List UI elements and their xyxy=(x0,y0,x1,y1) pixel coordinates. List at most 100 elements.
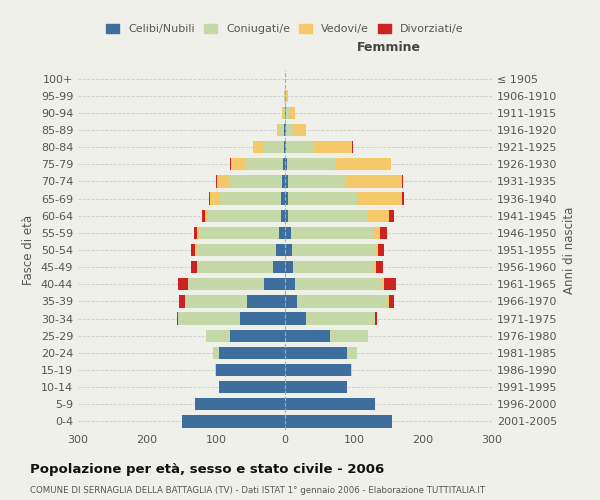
Bar xyxy=(215,364,216,376)
Y-axis label: Fasce di età: Fasce di età xyxy=(22,215,35,285)
Bar xyxy=(188,278,265,290)
Bar xyxy=(382,278,383,290)
Bar xyxy=(285,124,286,136)
Bar xyxy=(276,244,285,256)
Bar xyxy=(191,261,197,274)
Bar xyxy=(294,124,307,136)
Bar xyxy=(208,210,281,222)
Bar xyxy=(284,106,285,119)
Bar xyxy=(285,141,286,154)
Bar xyxy=(279,226,285,239)
Text: Popolazione per età, sesso e stato civile - 2006: Popolazione per età, sesso e stato civil… xyxy=(30,462,384,475)
Bar xyxy=(285,278,295,290)
Bar xyxy=(285,210,289,222)
Bar xyxy=(289,106,295,119)
Bar xyxy=(206,330,230,342)
Legend: Celibi/Nubili, Coniugati/e, Vedovi/e, Divorziati/e: Celibi/Nubili, Coniugati/e, Vedovi/e, Di… xyxy=(104,22,466,36)
Text: Femmine: Femmine xyxy=(356,41,421,54)
Bar xyxy=(179,296,185,308)
Bar xyxy=(285,381,347,394)
Bar xyxy=(178,312,240,324)
Bar xyxy=(285,312,306,324)
Bar xyxy=(281,192,285,204)
Bar xyxy=(346,176,401,188)
Bar xyxy=(289,210,368,222)
Bar xyxy=(284,90,285,102)
Bar xyxy=(290,226,373,239)
Bar xyxy=(253,141,263,154)
Bar xyxy=(292,244,374,256)
Bar xyxy=(265,278,285,290)
Bar xyxy=(387,296,389,308)
Bar xyxy=(383,278,396,290)
Bar xyxy=(182,416,285,428)
Text: COMUNE DI SERNAGLIA DELLA BATTAGLIA (TV) - Dati ISTAT 1° gennaio 2006 - Elaboraz: COMUNE DI SERNAGLIA DELLA BATTAGLIA (TV)… xyxy=(30,486,485,495)
Bar xyxy=(285,106,286,119)
Bar xyxy=(280,124,284,136)
Bar xyxy=(298,296,387,308)
Bar xyxy=(191,244,196,256)
Bar xyxy=(403,192,404,204)
Bar xyxy=(373,226,380,239)
Bar xyxy=(220,346,285,359)
Bar xyxy=(196,244,197,256)
Bar xyxy=(197,226,199,239)
Bar xyxy=(285,244,292,256)
Bar xyxy=(217,176,230,188)
Bar xyxy=(230,330,285,342)
Bar xyxy=(374,312,377,324)
Bar xyxy=(231,158,245,170)
Bar xyxy=(245,158,283,170)
Bar xyxy=(350,364,352,376)
Bar xyxy=(289,192,358,204)
Bar xyxy=(380,226,387,239)
Bar xyxy=(196,398,285,410)
Bar xyxy=(194,226,197,239)
Bar xyxy=(197,244,276,256)
Bar xyxy=(286,90,289,102)
Bar xyxy=(285,364,350,376)
Bar xyxy=(374,244,378,256)
Bar xyxy=(283,158,285,170)
Bar xyxy=(287,158,335,170)
Bar xyxy=(335,158,391,170)
Bar xyxy=(347,346,358,359)
Bar xyxy=(376,261,383,274)
Bar xyxy=(306,312,374,324)
Bar xyxy=(358,192,402,204)
Bar xyxy=(211,192,219,204)
Bar xyxy=(285,176,288,188)
Bar xyxy=(314,141,352,154)
Bar xyxy=(277,124,280,136)
Bar xyxy=(285,261,293,274)
Bar xyxy=(199,226,279,239)
Bar xyxy=(373,261,376,274)
Bar xyxy=(209,192,211,204)
Bar xyxy=(401,176,403,188)
Bar xyxy=(219,192,281,204)
Bar xyxy=(285,192,289,204)
Bar xyxy=(216,364,285,376)
Bar xyxy=(216,176,217,188)
Bar xyxy=(202,210,205,222)
Bar xyxy=(286,141,314,154)
Bar xyxy=(285,416,392,428)
Bar xyxy=(284,141,285,154)
Bar xyxy=(288,176,346,188)
Bar xyxy=(286,124,294,136)
Bar xyxy=(285,90,286,102)
Bar xyxy=(240,312,285,324)
Bar xyxy=(368,210,389,222)
Bar xyxy=(285,158,287,170)
Bar xyxy=(176,312,178,324)
Bar xyxy=(284,124,285,136)
Bar xyxy=(389,210,394,222)
Bar xyxy=(185,296,247,308)
Bar xyxy=(295,278,382,290)
Bar xyxy=(352,141,353,154)
Bar xyxy=(281,176,285,188)
Bar xyxy=(220,381,285,394)
Bar xyxy=(285,346,347,359)
Bar xyxy=(273,261,285,274)
Bar xyxy=(205,210,208,222)
